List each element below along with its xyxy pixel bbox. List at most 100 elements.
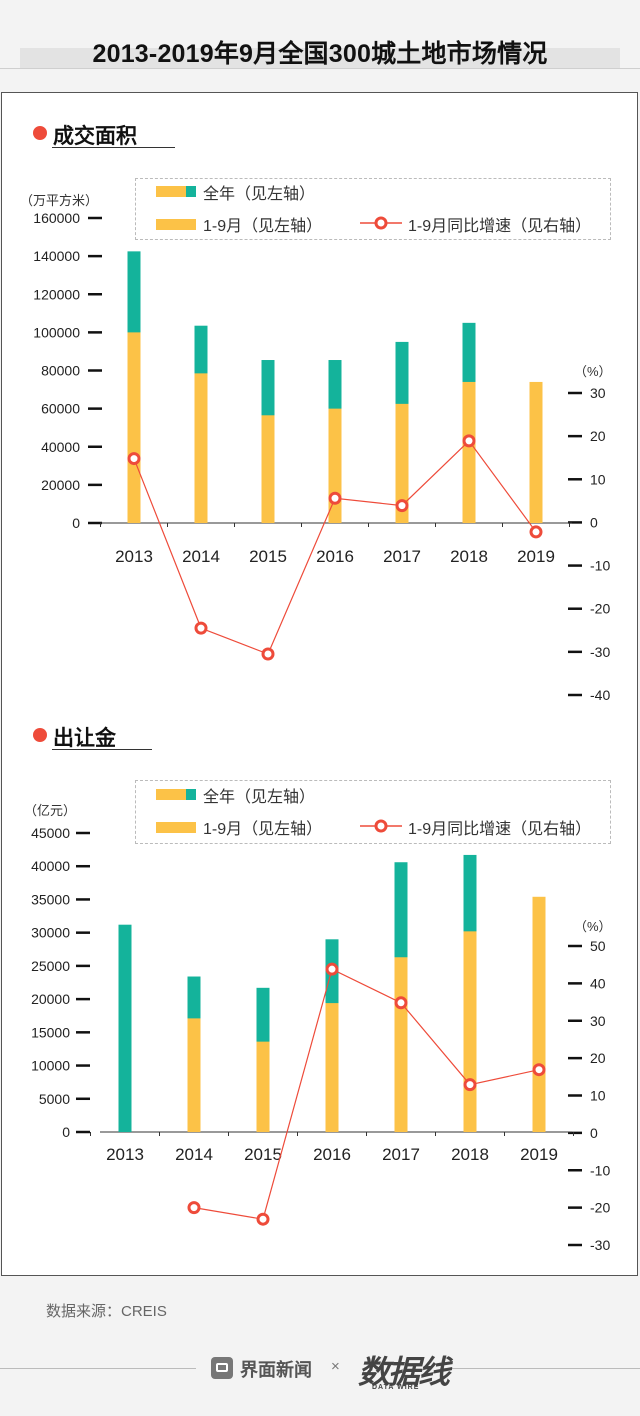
left-axis-tick-label: 20000 (41, 477, 80, 493)
data-wire-logo: 数据线 (358, 1354, 450, 1390)
left-axis-tick-label: 0 (62, 1124, 70, 1140)
left-axis-tick-label: 60000 (41, 401, 80, 417)
legend-swatch-jan-sep (156, 219, 196, 230)
page-title: 2013-2019年9月全国300城土地市场情况 (92, 40, 548, 68)
legend-growth-line-icon (360, 216, 402, 230)
right-axis-tick-label: 0 (590, 514, 598, 530)
x-axis-category-label: 2018 (450, 547, 488, 566)
left-axis-tick-label: 20000 (31, 991, 70, 1007)
x-axis-category-label: 2013 (115, 547, 153, 566)
legend-label-jan-sep: 1-9月（见左轴） (203, 821, 323, 838)
growth-point (463, 1078, 477, 1092)
legend-swatch-full-year (156, 789, 186, 800)
growth-point (394, 996, 408, 1010)
legend-swatch-full-year-top (186, 186, 196, 197)
x-axis-category-label: 2016 (313, 1145, 351, 1164)
left-axis-tick-label: 100000 (33, 324, 80, 340)
bar-jan-sep (462, 381, 476, 523)
legend-swatch-full-year-top (186, 789, 196, 800)
x-axis-category-label: 2018 (451, 1145, 489, 1164)
right-axis-tick-label: 30 (590, 385, 606, 401)
left-axis-tick-label: 35000 (31, 891, 70, 907)
right-axis-tick-label: 0 (590, 1125, 598, 1141)
bar-jan-sep (127, 332, 141, 523)
bar-jan-sep (529, 381, 543, 523)
legend-swatch-full-year (156, 186, 186, 197)
right-axis-tick-label: 10 (590, 471, 606, 487)
bar-jan-sep (328, 408, 342, 523)
growth-point (261, 647, 275, 661)
x-axis-category-label: 2017 (382, 1145, 420, 1164)
growth-point (395, 499, 409, 513)
right-axis-tick-label: 50 (590, 938, 606, 954)
left-axis-tick-label: 140000 (33, 248, 80, 264)
left-axis-tick-label: 5000 (39, 1091, 70, 1107)
growth-point (328, 491, 342, 505)
left-axis-unit: （亿元） (24, 803, 77, 818)
bar-full-year (118, 924, 132, 1132)
bar-jan-sep (532, 896, 546, 1132)
right-axis-tick-label: -20 (590, 1200, 610, 1216)
left-axis-tick-label: 15000 (31, 1024, 70, 1040)
x-axis-category-label: 2019 (520, 1145, 558, 1164)
right-axis-tick-label: -40 (590, 687, 610, 703)
brand-separator: × (331, 1358, 340, 1375)
right-axis-tick-label: 40 (590, 975, 606, 991)
section-marker-icon (33, 728, 47, 742)
section-title-premium: 出让金 (53, 727, 116, 750)
right-axis-tick-label: 20 (590, 428, 606, 444)
left-axis-unit: （万平方米） (20, 193, 99, 208)
brand-name: 界面新闻 (240, 1360, 312, 1380)
left-axis-tick-label: 45000 (31, 825, 70, 841)
bar-jan-sep (187, 1018, 201, 1132)
footer-divider-left (0, 1368, 196, 1369)
growth-point (532, 1063, 546, 1077)
left-axis-tick-label: 40000 (41, 439, 80, 455)
brand-logo-icon (211, 1357, 233, 1379)
right-axis-tick-label: -10 (590, 1162, 610, 1178)
section-underline (52, 147, 175, 148)
right-axis-tick-label: -10 (590, 558, 610, 574)
bar-jan-sep (394, 957, 408, 1132)
legend-growth-line-icon (360, 819, 402, 833)
left-axis-tick-label: 25000 (31, 958, 70, 974)
x-axis-category-label: 2019 (517, 547, 555, 566)
legend (135, 178, 611, 240)
section-marker-icon (33, 126, 47, 140)
title-divider (0, 68, 640, 69)
right-axis-tick-label: 20 (590, 1050, 606, 1066)
left-axis-tick-label: 10000 (31, 1058, 70, 1074)
left-axis-tick-label: 30000 (31, 925, 70, 941)
legend-label-jan-sep: 1-9月（见左轴） (203, 218, 323, 235)
right-axis-unit: （%） (574, 919, 612, 934)
right-axis-tick-label: -30 (590, 1237, 610, 1253)
legend-label-full-year: 全年（见左轴） (203, 789, 316, 806)
bar-jan-sep (325, 1003, 339, 1132)
legend-swatch-jan-sep (156, 822, 196, 833)
legend (135, 780, 611, 844)
bar-jan-sep (261, 415, 275, 523)
right-axis-tick-label: -30 (590, 644, 610, 660)
legend-label-growth: 1-9月同比增速（见右轴） (408, 218, 592, 235)
bar-jan-sep (395, 403, 409, 523)
chart-panel (1, 92, 638, 1276)
legend-label-growth: 1-9月同比增速（见右轴） (408, 821, 592, 838)
growth-point (187, 1201, 201, 1215)
section-underline (52, 749, 152, 750)
bar-jan-sep (194, 373, 208, 523)
x-axis-category-label: 2013 (106, 1145, 144, 1164)
x-axis-category-label: 2014 (182, 547, 220, 566)
x-axis-category-label: 2016 (316, 547, 354, 566)
right-axis-tick-label: 10 (590, 1088, 606, 1104)
footer-divider-right (440, 1368, 640, 1369)
x-axis-category-label: 2017 (383, 547, 421, 566)
legend-label-full-year: 全年（见左轴） (203, 186, 316, 203)
x-axis-category-label: 2014 (175, 1145, 213, 1164)
left-axis-tick-label: 120000 (33, 286, 80, 302)
bar-jan-sep (463, 931, 477, 1132)
data-wire-logo-sub: DATA WIRE (372, 1384, 420, 1391)
left-axis-tick-label: 40000 (31, 858, 70, 874)
growth-point (529, 525, 543, 539)
growth-point (194, 621, 208, 635)
